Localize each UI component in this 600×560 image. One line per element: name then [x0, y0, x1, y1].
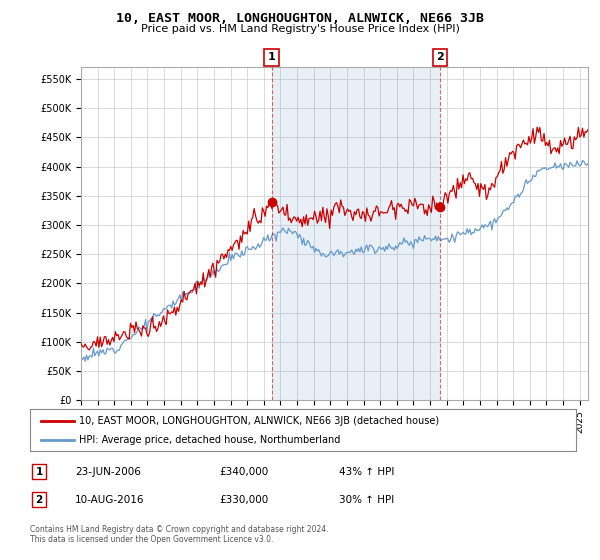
Text: 10, EAST MOOR, LONGHOUGHTON, ALNWICK, NE66 3JB (detached house): 10, EAST MOOR, LONGHOUGHTON, ALNWICK, NE…: [79, 416, 439, 426]
Text: 10, EAST MOOR, LONGHOUGHTON, ALNWICK, NE66 3JB: 10, EAST MOOR, LONGHOUGHTON, ALNWICK, NE…: [116, 12, 484, 25]
Bar: [272, 67, 440, 400]
Text: £330,000: £330,000: [219, 494, 268, 505]
Text: 10-AUG-2016: 10-AUG-2016: [75, 494, 145, 505]
Text: £340,000: £340,000: [219, 466, 268, 477]
Text: 23-JUN-2006: 23-JUN-2006: [75, 466, 141, 477]
Text: 1: 1: [268, 52, 275, 62]
Text: 2: 2: [35, 494, 43, 505]
Text: Price paid vs. HM Land Registry's House Price Index (HPI): Price paid vs. HM Land Registry's House …: [140, 24, 460, 34]
Text: Contains HM Land Registry data © Crown copyright and database right 2024.
This d: Contains HM Land Registry data © Crown c…: [30, 525, 329, 544]
Text: 2: 2: [436, 52, 444, 62]
Text: 1: 1: [35, 466, 43, 477]
Text: 43% ↑ HPI: 43% ↑ HPI: [339, 466, 394, 477]
Text: HPI: Average price, detached house, Northumberland: HPI: Average price, detached house, Nort…: [79, 435, 341, 445]
Text: 30% ↑ HPI: 30% ↑ HPI: [339, 494, 394, 505]
